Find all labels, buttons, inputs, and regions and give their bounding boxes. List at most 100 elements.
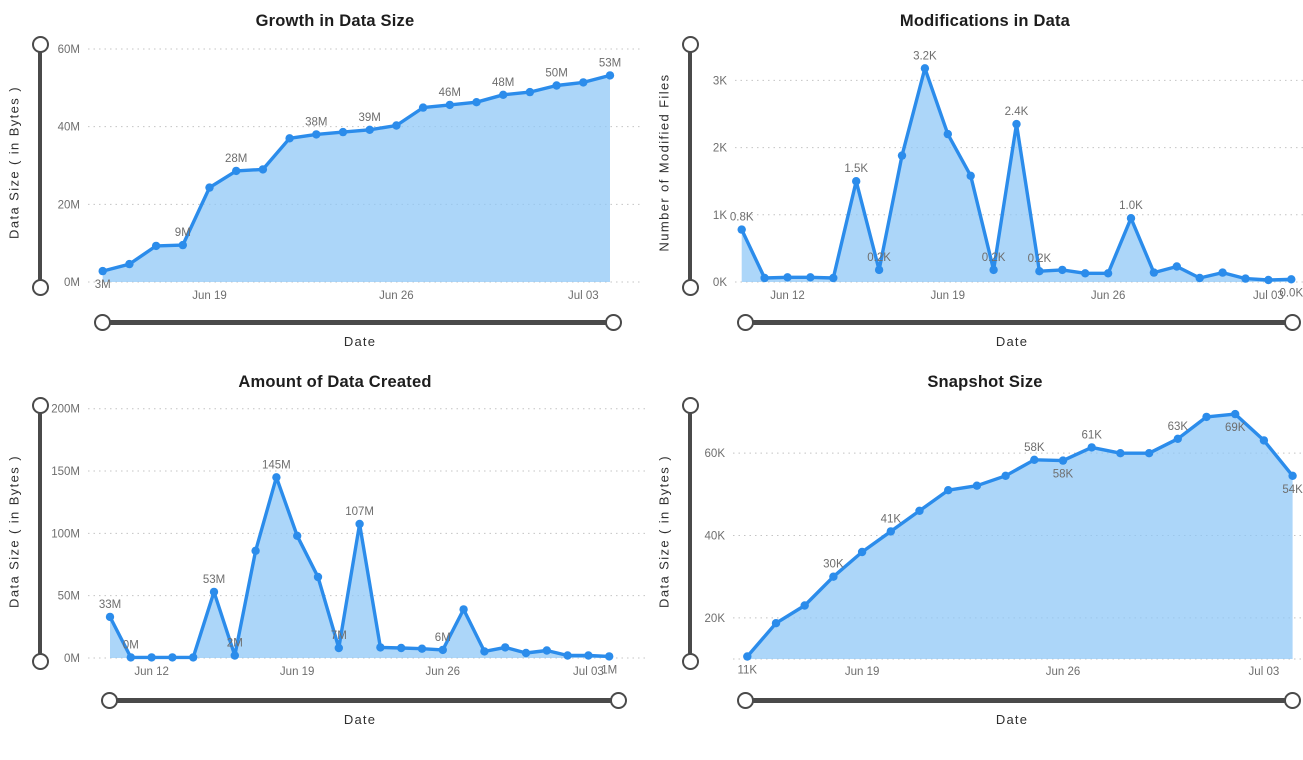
- data-point[interactable]: [480, 647, 489, 656]
- data-point[interactable]: [563, 651, 572, 660]
- slider-handle-right[interactable]: [1284, 692, 1301, 709]
- data-point[interactable]: [1087, 443, 1096, 452]
- data-point[interactable]: [552, 81, 561, 90]
- y-range-slider[interactable]: [681, 397, 699, 670]
- y-range-slider[interactable]: [681, 36, 699, 296]
- slider-handle-bottom[interactable]: [31, 653, 49, 670]
- data-point[interactable]: [1259, 436, 1269, 445]
- data-point[interactable]: [312, 130, 321, 139]
- data-point[interactable]: [1149, 268, 1159, 277]
- slider-handle-top[interactable]: [31, 36, 49, 53]
- slider-handle-bottom[interactable]: [681, 279, 699, 296]
- data-point[interactable]: [800, 601, 809, 610]
- data-point[interactable]: [1035, 267, 1044, 276]
- data-point[interactable]: [771, 619, 781, 628]
- data-point[interactable]: [338, 127, 348, 137]
- slider-handle-bottom[interactable]: [31, 279, 49, 296]
- slider-track[interactable]: [687, 44, 693, 288]
- data-point[interactable]: [313, 572, 323, 582]
- data-point[interactable]: [829, 572, 838, 581]
- data-point[interactable]: [1288, 471, 1297, 480]
- data-point[interactable]: [605, 652, 614, 661]
- y-range-slider[interactable]: [31, 36, 49, 296]
- data-point[interactable]: [852, 177, 861, 186]
- data-point[interactable]: [418, 103, 428, 112]
- data-point[interactable]: [1030, 455, 1039, 464]
- slider-handle-left[interactable]: [737, 692, 754, 709]
- data-point[interactable]: [1287, 275, 1296, 284]
- data-point[interactable]: [438, 645, 447, 655]
- slider-handle-right[interactable]: [605, 314, 622, 331]
- data-point[interactable]: [209, 587, 219, 597]
- data-point[interactable]: [1058, 456, 1068, 465]
- data-point[interactable]: [293, 531, 302, 540]
- data-point[interactable]: [584, 651, 593, 660]
- slider-handle-left[interactable]: [101, 692, 118, 709]
- slider-handle-right[interactable]: [610, 692, 627, 709]
- data-point[interactable]: [1173, 434, 1183, 443]
- data-point[interactable]: [1058, 265, 1067, 275]
- data-point[interactable]: [1172, 262, 1182, 271]
- data-point[interactable]: [205, 183, 214, 192]
- data-point[interactable]: [886, 527, 895, 536]
- data-point[interactable]: [542, 646, 551, 655]
- data-point[interactable]: [857, 547, 867, 557]
- data-point[interactable]: [743, 652, 752, 661]
- data-point[interactable]: [168, 653, 177, 662]
- slider-track[interactable]: [745, 698, 1293, 703]
- slider-handle-left[interactable]: [94, 314, 111, 331]
- data-point[interactable]: [151, 241, 161, 251]
- data-point[interactable]: [251, 546, 260, 555]
- data-point[interactable]: [1202, 412, 1211, 422]
- data-point[interactable]: [499, 90, 508, 100]
- data-point[interactable]: [392, 121, 401, 130]
- data-point[interactable]: [944, 486, 953, 495]
- data-point[interactable]: [1195, 273, 1204, 283]
- data-point[interactable]: [760, 273, 769, 283]
- y-range-slider[interactable]: [31, 397, 49, 670]
- data-point[interactable]: [1264, 275, 1273, 285]
- data-point[interactable]: [1116, 449, 1125, 458]
- data-point[interactable]: [806, 273, 815, 282]
- data-point[interactable]: [943, 129, 952, 139]
- data-point[interactable]: [125, 259, 134, 269]
- slider-track[interactable]: [687, 405, 693, 662]
- slider-track[interactable]: [37, 405, 43, 662]
- slider-handle-top[interactable]: [681, 397, 699, 414]
- slider-handle-bottom[interactable]: [681, 653, 699, 670]
- data-point[interactable]: [897, 151, 907, 160]
- data-point[interactable]: [459, 605, 468, 614]
- data-point[interactable]: [105, 612, 115, 622]
- data-point[interactable]: [417, 644, 427, 653]
- data-point[interactable]: [1218, 268, 1227, 277]
- data-point[interactable]: [365, 125, 374, 134]
- data-point[interactable]: [397, 643, 406, 653]
- data-point[interactable]: [783, 273, 792, 282]
- data-point[interactable]: [230, 651, 239, 660]
- data-point[interactable]: [525, 87, 535, 97]
- data-point[interactable]: [126, 653, 135, 662]
- data-point[interactable]: [501, 643, 510, 652]
- data-point[interactable]: [189, 653, 198, 662]
- slider-track[interactable]: [745, 320, 1293, 325]
- data-point[interactable]: [285, 134, 294, 143]
- data-point[interactable]: [147, 653, 156, 662]
- data-point[interactable]: [1144, 449, 1154, 458]
- data-point[interactable]: [472, 98, 481, 107]
- data-point[interactable]: [272, 473, 281, 482]
- data-point[interactable]: [334, 643, 343, 653]
- x-range-slider[interactable]: [737, 314, 1301, 332]
- data-point[interactable]: [445, 100, 454, 110]
- slider-track[interactable]: [102, 320, 614, 325]
- data-point[interactable]: [737, 225, 746, 234]
- x-range-slider[interactable]: [737, 692, 1301, 710]
- data-point[interactable]: [258, 165, 268, 174]
- data-point[interactable]: [605, 71, 615, 80]
- data-point[interactable]: [232, 166, 241, 176]
- x-range-slider[interactable]: [101, 692, 627, 710]
- data-point[interactable]: [376, 643, 385, 652]
- data-point[interactable]: [1081, 269, 1090, 278]
- data-point[interactable]: [920, 64, 930, 73]
- data-point[interactable]: [178, 240, 187, 250]
- data-point[interactable]: [355, 519, 364, 529]
